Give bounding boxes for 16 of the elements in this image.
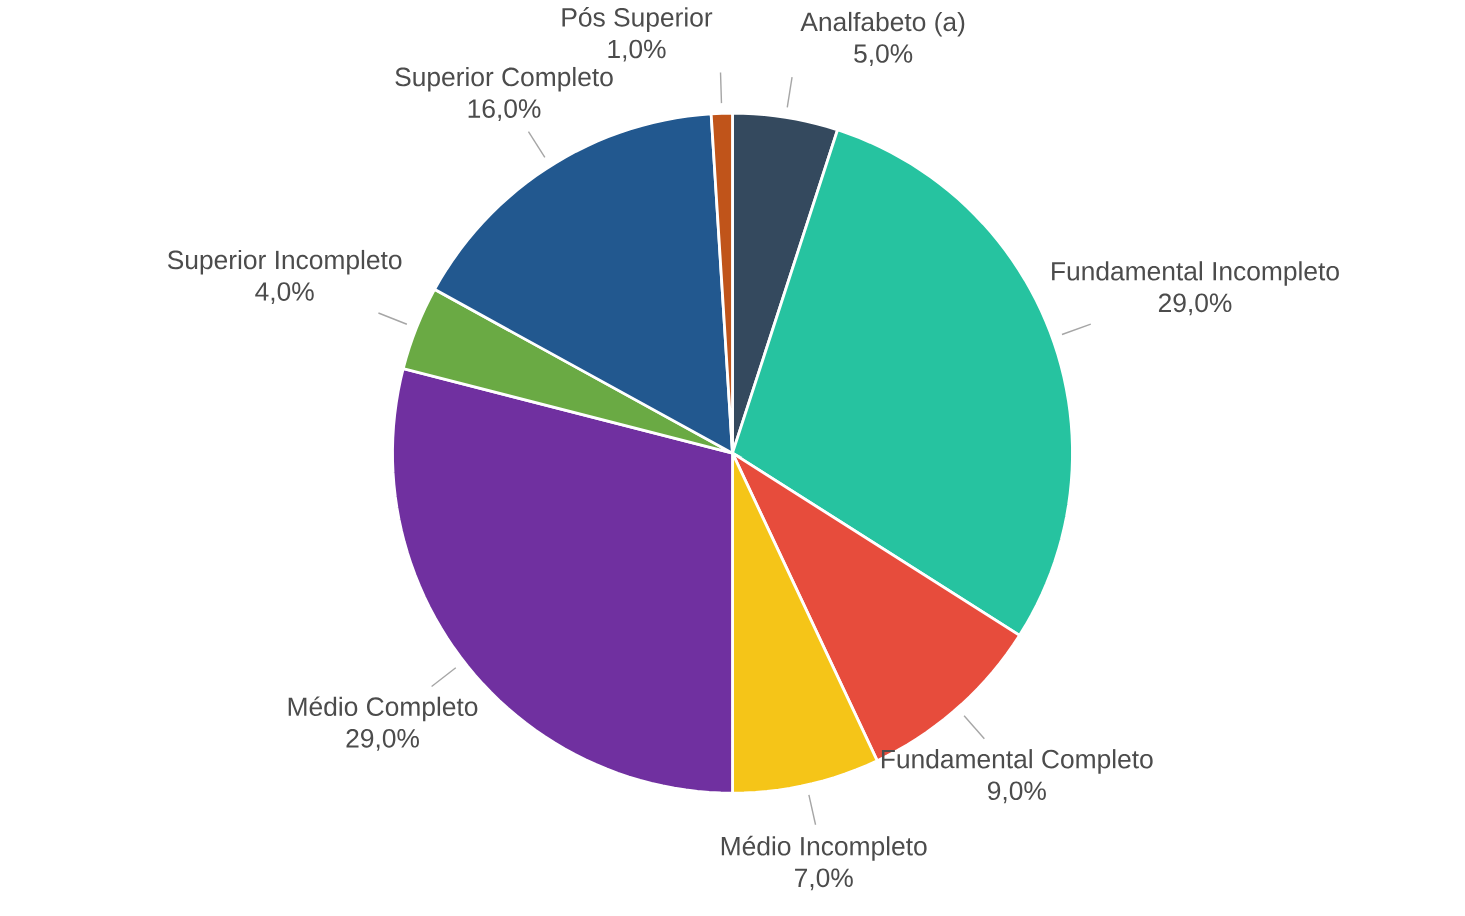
data-label: 5,0% xyxy=(854,44,913,67)
data-label: 29,0% xyxy=(1158,293,1232,316)
slice-label: Analfabeto (a) xyxy=(800,12,965,37)
data-label: 4,0% xyxy=(255,282,314,305)
slice-label: Fundamental Completo xyxy=(881,749,1153,774)
data-label: 1,0% xyxy=(608,39,666,62)
data-label: 7,0% xyxy=(795,868,853,891)
slice-label: Médio Completo xyxy=(288,696,478,722)
slice-label: Pós Superior xyxy=(562,7,713,33)
slice-label: Fundamental Incompleto xyxy=(1052,261,1339,286)
slice-label: Superior Completo xyxy=(395,67,613,92)
data-label: 29,0% xyxy=(346,729,419,751)
data-label: 9,0% xyxy=(987,781,1046,804)
data-label: 16,0% xyxy=(468,99,541,122)
slice-label: Superior Incompleto xyxy=(167,250,402,275)
slice-label: Médio Incompleto xyxy=(721,836,927,861)
